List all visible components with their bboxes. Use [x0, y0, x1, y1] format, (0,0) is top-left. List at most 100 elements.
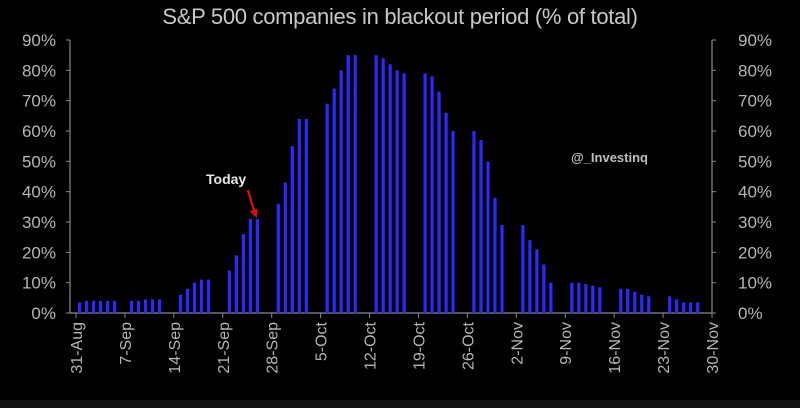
left-y-tick-label: 10%: [22, 274, 56, 293]
right-y-tick-label: 30%: [738, 213, 772, 232]
bar: [241, 234, 245, 313]
left-y-tick-label: 80%: [22, 61, 56, 80]
bottom-strip: [0, 400, 800, 408]
bar: [99, 300, 103, 313]
bar: [185, 288, 190, 313]
bar: [542, 264, 546, 313]
today-arrow-shaft: [246, 189, 256, 214]
right-y-tick-label: 90%: [738, 31, 772, 50]
right-y-tick-label: 0%: [738, 304, 763, 323]
bar: [192, 282, 197, 313]
bar: [339, 70, 343, 313]
bar: [346, 55, 350, 314]
bar: [528, 240, 532, 313]
x-tick-label: 14-Sep: [167, 322, 184, 374]
bar: [143, 299, 148, 313]
left-y-tick-label: 50%: [22, 152, 56, 171]
right-y-tick-label: 40%: [738, 183, 772, 202]
bar: [157, 299, 162, 313]
bar: [437, 91, 441, 313]
bar: [255, 218, 259, 313]
bar: [332, 88, 336, 314]
bar: [113, 300, 117, 313]
bar: [535, 249, 539, 313]
bar: [619, 288, 623, 313]
x-tick-label: 5-Oct: [314, 321, 331, 361]
bar: [479, 140, 483, 313]
bar: [570, 282, 574, 313]
bar: [92, 300, 96, 313]
left-y-tick-label: 20%: [22, 243, 56, 262]
watermark-handle: @_Investinq: [571, 150, 648, 165]
bar: [689, 302, 693, 313]
bar: [395, 70, 399, 313]
bar: [430, 76, 434, 314]
x-tick-label: 7-Sep: [118, 322, 135, 365]
bar: [234, 255, 238, 313]
bar: [78, 302, 82, 313]
bar: [248, 218, 252, 313]
bar: [85, 300, 89, 313]
bar: [668, 296, 672, 313]
bar: [626, 288, 630, 313]
bar: [584, 284, 588, 313]
bar: [402, 73, 406, 313]
bar: [472, 131, 476, 313]
x-tick-label: 31-Aug: [69, 322, 86, 374]
bar: [591, 285, 595, 313]
bar: [304, 118, 308, 313]
x-tick-label: 9-Nov: [558, 322, 575, 365]
bar: [381, 58, 385, 314]
chart-title: S&P 500 companies in blackout period (% …: [162, 4, 638, 29]
bar: [444, 112, 448, 313]
x-tick-label: 26-Oct: [460, 321, 477, 370]
bar: [136, 300, 141, 313]
right-y-tick-label: 70%: [738, 92, 772, 111]
right-y-tick-label: 10%: [738, 274, 772, 293]
bar: [500, 225, 504, 313]
x-tick-label: 16-Nov: [607, 322, 624, 374]
bar: [486, 161, 490, 313]
bar: [297, 118, 301, 313]
bar: [388, 64, 392, 314]
bar: [640, 294, 644, 313]
bar: [374, 55, 378, 314]
bar: [423, 73, 427, 313]
bar: [451, 131, 455, 313]
bar: [598, 287, 602, 313]
bar: [129, 300, 134, 313]
x-tick-label: 30-Nov: [705, 322, 722, 374]
right-y-tick-label: 60%: [738, 122, 772, 141]
left-y-tick-label: 30%: [22, 213, 56, 232]
x-tick-label: 21-Sep: [216, 322, 233, 374]
bar: [521, 225, 525, 313]
bar: [178, 294, 183, 313]
bar: [493, 197, 497, 313]
x-tick-label: 28-Sep: [265, 322, 282, 374]
bar: [106, 300, 110, 313]
bar: [675, 299, 679, 313]
bar: [283, 182, 287, 313]
bar: [549, 282, 553, 313]
bar: [647, 296, 651, 313]
left-y-tick-label: 0%: [31, 304, 56, 323]
bar: [206, 279, 211, 313]
left-y-tick-label: 90%: [22, 31, 56, 50]
left-y-tick-label: 60%: [22, 122, 56, 141]
bar: [682, 302, 686, 313]
right-y-tick-label: 80%: [738, 61, 772, 80]
bar: [227, 270, 231, 313]
bar: [325, 103, 329, 313]
left-y-tick-label: 40%: [22, 183, 56, 202]
today-arrow-head-icon: [249, 208, 258, 218]
bar: [290, 146, 294, 313]
bar: [696, 302, 700, 313]
right-y-tick-label: 20%: [738, 243, 772, 262]
bar: [199, 279, 204, 313]
bar: [633, 291, 637, 313]
x-tick-label: 2-Nov: [509, 322, 526, 365]
x-tick-label: 12-Oct: [363, 321, 380, 370]
x-tick-label: 23-Nov: [656, 322, 673, 374]
right-y-tick-label: 50%: [738, 152, 772, 171]
